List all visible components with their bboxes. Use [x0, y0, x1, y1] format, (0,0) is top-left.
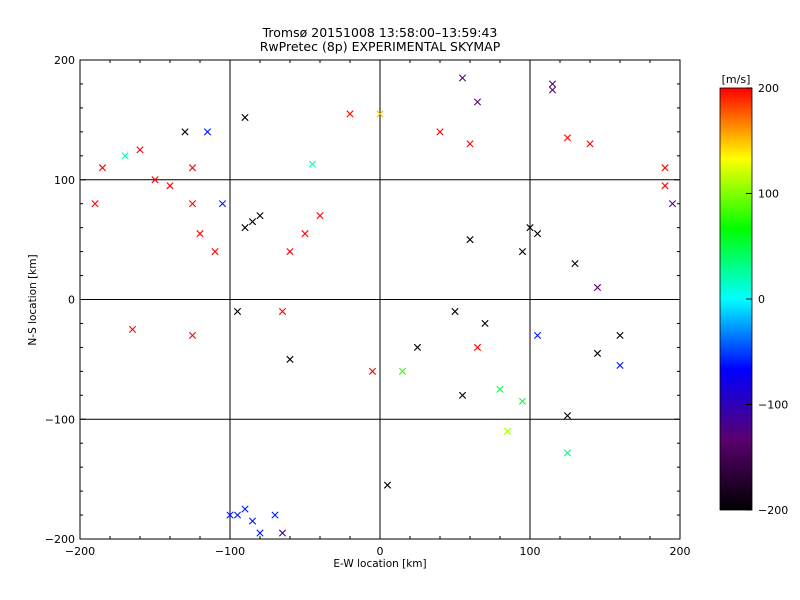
data-point-x: [188, 331, 197, 340]
data-point-x: [533, 331, 542, 340]
data-point-x: [248, 218, 257, 226]
y-axis-label: N-S location [km]: [27, 254, 39, 345]
y-tick-label: 0: [68, 294, 75, 307]
data-point-x: [241, 224, 249, 232]
data-point-x: [413, 343, 422, 351]
data-point-x: [496, 385, 504, 393]
data-point-x: [316, 212, 324, 220]
x-tick-label: 100: [520, 545, 541, 558]
data-point-x: [661, 164, 669, 172]
colorbar-tick-label: −200: [758, 504, 788, 517]
colorbar-tick-label: −100: [758, 399, 788, 412]
data-point-x: [481, 319, 489, 328]
data-point-x: [563, 134, 572, 142]
data-point-x: [368, 367, 377, 375]
data-point-x: [473, 343, 482, 351]
data-point-x: [226, 511, 234, 519]
x-tick-label: −200: [65, 545, 95, 558]
data-point-x: [616, 361, 624, 369]
data-point-x: [383, 481, 392, 489]
data-point-x: [436, 128, 444, 136]
x-tick-label: 200: [670, 545, 691, 558]
data-point-x: [548, 86, 557, 94]
data-point-x: [211, 248, 219, 256]
data-point-x: [256, 529, 264, 537]
data-point-x: [203, 128, 212, 136]
y-tick-label: −100: [45, 413, 75, 426]
data-point-x: [466, 236, 474, 244]
data-point-x: [188, 200, 197, 208]
data-point-x: [233, 511, 242, 519]
data-point-x: [571, 259, 579, 268]
y-axis-ticks: −200 −100 0 100 200: [45, 54, 680, 546]
data-point-x: [458, 391, 467, 399]
data-point-x: [181, 128, 189, 136]
x-axis-label: E-W location [km]: [333, 558, 426, 570]
data-point-x: [563, 449, 572, 457]
data-point-x: [563, 412, 572, 420]
data-point-x: [451, 307, 459, 316]
y-tick-label: 100: [54, 174, 75, 187]
y-tick-label: −200: [45, 533, 75, 546]
data-point-x: [526, 224, 534, 232]
data-point-x: [121, 152, 129, 160]
data-point-x: [256, 212, 264, 220]
data-point-x: [91, 200, 99, 208]
data-point-x: [466, 140, 474, 148]
data-point-x: [98, 164, 107, 172]
data-point-x: [308, 160, 317, 168]
data-point-x: [503, 427, 512, 435]
colorbar-tick-label: 0: [758, 293, 765, 306]
data-point-x: [166, 182, 174, 190]
data-point-x: [301, 230, 309, 238]
data-point-x: [128, 325, 137, 334]
chart-title: Tromsø 20151008 13:58:00–13:59:43: [262, 25, 498, 40]
chart-subtitle: RwPretec (8p) EXPERIMENTAL SKYMAP: [260, 39, 501, 54]
data-point-x: [668, 200, 677, 208]
data-point-x: [593, 283, 602, 292]
data-point-x: [593, 349, 602, 357]
plot-area: −200 −100 0 100 200 −200 −100 0 100 200: [45, 54, 691, 558]
data-point-x: [196, 230, 204, 238]
x-axis-ticks: −200 −100 0 100 200: [65, 60, 691, 558]
data-point-x: [346, 110, 354, 118]
data-point-x: [548, 80, 557, 88]
data-point-x: [586, 140, 594, 148]
y-tick-label: 200: [54, 54, 75, 67]
colorbar: [m/s] 200 100 0 −100 −200: [719, 73, 788, 517]
data-point-x: [661, 182, 669, 190]
data-point-x: [233, 307, 242, 316]
data-point-x: [376, 110, 384, 118]
colorbar-tick-label: 100: [758, 188, 779, 201]
data-point-x: [136, 146, 144, 154]
grid-lines: [80, 60, 680, 539]
data-point-x: [278, 529, 287, 537]
data-point-x: [518, 397, 527, 405]
data-point-x: [458, 74, 467, 82]
data-point-x: [271, 511, 279, 519]
data-point-x: [248, 517, 257, 525]
data-point-x: [241, 113, 249, 122]
data-point-x: [286, 355, 294, 363]
data-point-x: [533, 230, 542, 238]
data-points: [91, 74, 677, 537]
data-point-x: [473, 98, 482, 106]
colorbar-label: [m/s]: [722, 73, 751, 86]
data-point-x: [616, 331, 624, 340]
x-tick-label: 0: [377, 545, 384, 558]
data-point-x: [278, 307, 287, 316]
data-point-x: [398, 367, 407, 375]
x-tick-label: −100: [215, 545, 245, 558]
data-point-x: [151, 176, 159, 184]
data-point-x: [518, 248, 527, 256]
data-point-x: [241, 505, 249, 513]
data-point-x: [218, 200, 227, 208]
colorbar-tick-label: 200: [758, 82, 779, 95]
colorbar-ticks: 200 100 0 −100 −200: [746, 82, 788, 517]
data-point-x: [188, 164, 197, 172]
data-point-x: [286, 248, 294, 256]
